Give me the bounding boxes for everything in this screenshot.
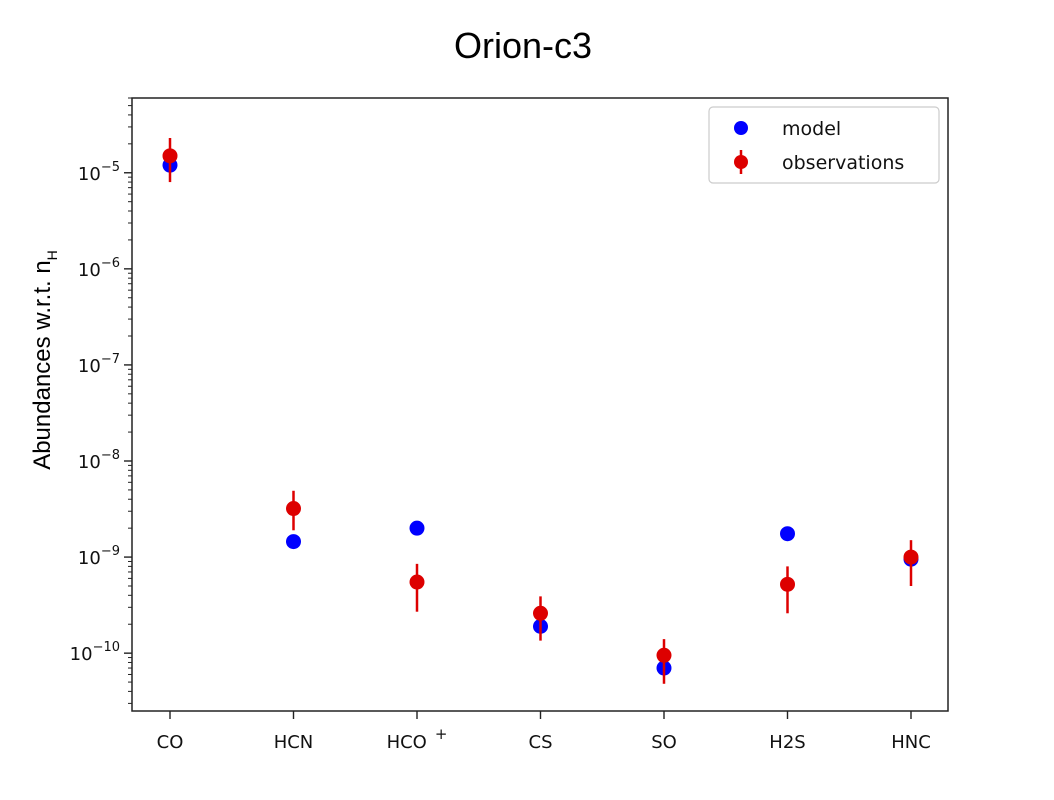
y-axis-ticks: 10−10 10−9 10−8 10−7 10−6 10−5 [70, 97, 132, 704]
observation-point [409, 574, 425, 590]
x-axis-ticks: CO HCN HCO + CS SO H2S HNC [157, 711, 931, 753]
chart-title: Orion-c3 [454, 25, 592, 66]
observation-point [903, 549, 919, 565]
y-tick-label: 10−6 [78, 256, 120, 281]
legend-model-label: model [782, 118, 841, 140]
legend-observations-label: observations [782, 152, 904, 174]
observation-point [286, 501, 301, 517]
legend-box [708, 106, 940, 184]
x-tick-label: HCN [274, 732, 314, 753]
x-tick-label: CS [529, 732, 553, 753]
model-point [409, 520, 425, 536]
x-tick-label: SO [651, 732, 677, 753]
svg-text:Abundances w.r.t. nH: Abundances w.r.t. nH [29, 250, 60, 470]
model-point [780, 526, 795, 542]
observation-point [533, 605, 548, 621]
legend: model observations [708, 106, 940, 184]
x-tick-label: CO [157, 732, 184, 753]
y-axis-label-text: Abundances w.r.t. n [29, 260, 56, 469]
legend-model-marker [734, 121, 748, 135]
model-point [286, 534, 301, 550]
y-tick-label: 10−8 [78, 448, 120, 473]
legend-observations-marker [734, 155, 748, 169]
observation-point [780, 576, 795, 592]
data-marks [162, 138, 919, 684]
y-axis-label-subscript: H [44, 250, 60, 260]
x-tick-label: HCO + [387, 725, 448, 753]
observation-point [656, 647, 672, 663]
y-tick-label: 10−7 [78, 352, 120, 377]
y-axis-label: Abundances w.r.t. nH [29, 250, 60, 470]
x-tick-label: H2S [769, 732, 805, 753]
observation-point [162, 148, 178, 164]
y-tick-label: 10−5 [78, 160, 120, 185]
y-tick-label: 10−9 [78, 544, 120, 569]
y-tick-label: 10−10 [70, 640, 120, 665]
x-tick-label: HNC [891, 732, 931, 753]
